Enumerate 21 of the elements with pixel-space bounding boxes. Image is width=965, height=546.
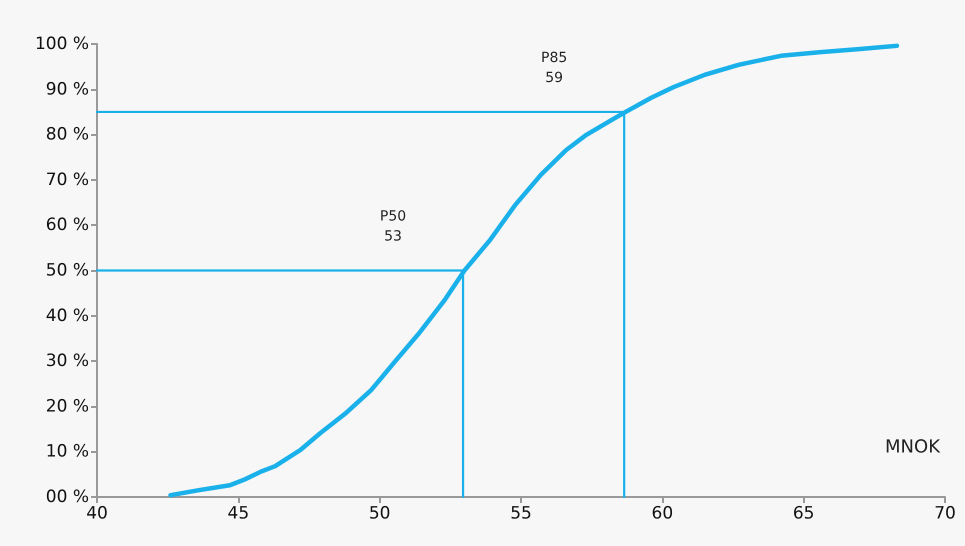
x-tick-label: 65: [792, 504, 814, 524]
y-tick-label: 80 %: [46, 124, 89, 145]
x-tick-label: 45: [228, 504, 250, 524]
x-tick-label: 55: [510, 504, 532, 524]
x-tick-label: 60: [652, 504, 674, 524]
y-tick-label: 60 %: [46, 215, 89, 236]
annotation: P85 59: [541, 50, 568, 86]
y-tick-label: 100 %: [34, 34, 89, 54]
y-tick-label: 90 %: [46, 79, 89, 100]
y-tick-label: 40 %: [46, 306, 89, 326]
x-tick-label: 70: [934, 504, 956, 524]
y-tick-label: 30 %: [46, 351, 89, 372]
y-tick-label: 10 %: [46, 442, 89, 462]
y-tick-label: 20 %: [46, 396, 89, 416]
x-axis-title: MNOK: [885, 436, 942, 458]
y-tick-label: 00 %: [46, 487, 89, 507]
x-tick-label: 40: [86, 504, 108, 524]
y-tick-label: 70 %: [46, 170, 89, 190]
x-tick-label: 50: [368, 504, 390, 524]
annotation: P50 53: [380, 208, 406, 244]
y-tick-label: 50 %: [46, 260, 89, 280]
